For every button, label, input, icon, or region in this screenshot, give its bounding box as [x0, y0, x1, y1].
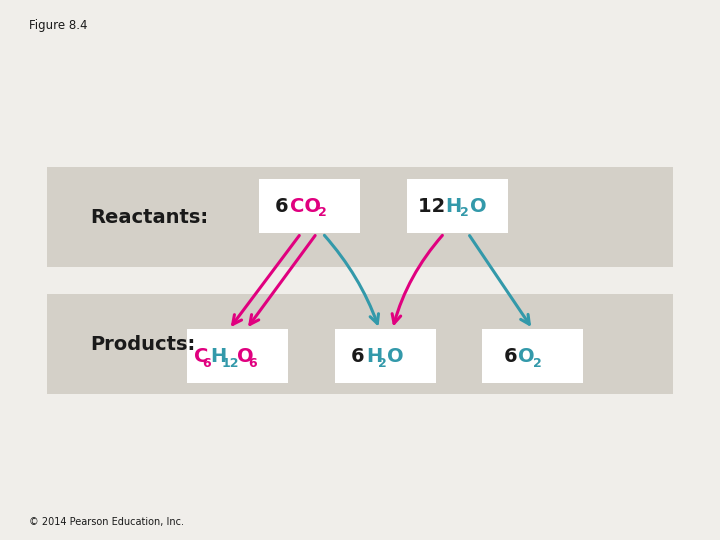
Bar — [482, 329, 583, 383]
Bar — [407, 179, 508, 233]
Text: O: O — [470, 197, 487, 216]
Text: 6: 6 — [351, 347, 371, 366]
Text: O: O — [387, 347, 404, 366]
Text: 2: 2 — [533, 357, 541, 370]
Text: O: O — [518, 347, 535, 366]
Bar — [259, 179, 360, 233]
Bar — [47, 294, 673, 394]
Text: CO: CO — [290, 197, 321, 216]
Text: H: H — [446, 197, 462, 216]
Text: 6: 6 — [504, 347, 524, 366]
Text: H: H — [366, 347, 382, 366]
Text: 2: 2 — [378, 357, 387, 370]
Bar — [187, 329, 288, 383]
Text: 6: 6 — [202, 357, 211, 370]
Bar — [335, 329, 436, 383]
Text: 6: 6 — [248, 357, 257, 370]
Text: C: C — [194, 347, 209, 366]
Text: Reactants:: Reactants: — [90, 208, 208, 227]
Text: O: O — [237, 347, 253, 366]
Bar — [47, 267, 673, 294]
Text: Products:: Products: — [90, 335, 195, 354]
Bar — [47, 167, 673, 267]
Text: 2: 2 — [318, 206, 327, 219]
Text: 12: 12 — [418, 197, 451, 216]
Text: H: H — [210, 347, 227, 366]
Text: Figure 8.4: Figure 8.4 — [29, 19, 87, 32]
Text: 12: 12 — [222, 357, 239, 370]
Text: © 2014 Pearson Education, Inc.: © 2014 Pearson Education, Inc. — [29, 516, 184, 526]
Text: 6: 6 — [275, 197, 295, 216]
Text: 2: 2 — [460, 206, 469, 219]
